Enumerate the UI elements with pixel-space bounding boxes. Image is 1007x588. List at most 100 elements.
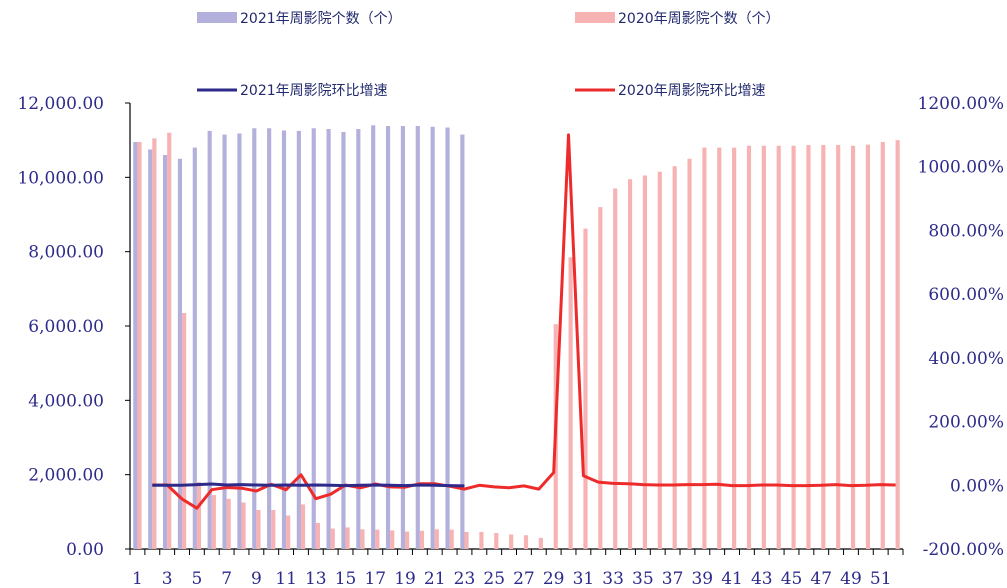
x-tick-label: 47	[810, 569, 832, 588]
x-tick-label: 3	[162, 569, 173, 588]
y-right-tick-label: 800.00%	[928, 221, 1004, 241]
bar-2020-cinemas	[330, 528, 335, 549]
bar-2020-cinemas	[464, 531, 469, 549]
bar-2021-cinemas	[415, 126, 420, 549]
bar-2021-cinemas	[311, 128, 316, 550]
x-tick-label: 33	[602, 569, 624, 588]
x-tick-label: 17	[364, 569, 386, 588]
x-tick-label: 23	[454, 569, 476, 588]
bar-2020-cinemas	[479, 531, 484, 549]
x-tick-label: 19	[394, 569, 416, 588]
bar-2020-cinemas	[865, 144, 870, 550]
y-right-tick-label: 0.00%	[950, 476, 1004, 496]
legend-item-2020-cinemas: 2020年周影院个数（个）	[575, 11, 780, 27]
y-left-tick-label: 4,000.00	[28, 391, 104, 411]
x-tick-label: 31	[573, 569, 595, 588]
x-tick-label: 27	[513, 569, 535, 588]
bar-2021-cinemas	[445, 127, 450, 549]
y-right-tick-label: 200.00%	[928, 413, 1004, 433]
bar-2020-cinemas	[583, 228, 588, 549]
x-tick-label: 41	[721, 569, 743, 588]
bar-2021-cinemas	[163, 155, 168, 550]
y-left-tick-label: 8,000.00	[28, 243, 104, 263]
y-left-tick-label: 2,000.00	[28, 466, 104, 486]
bar-2020-cinemas	[717, 147, 722, 549]
line-2020-growth	[152, 133, 896, 510]
bar-2020-cinemas	[642, 175, 648, 549]
x-tick-label: 39	[691, 569, 713, 588]
bar-2020-cinemas	[613, 188, 618, 549]
bar-2021-cinemas	[192, 147, 197, 549]
bar-2020-cinemas	[702, 147, 707, 549]
x-tick-label: 15	[335, 569, 357, 588]
plot-area: 0.00 2,000.00 4,000.00 6,000.00 8,000.00 10,0…	[17, 94, 1004, 588]
legend-swatch-2021-cinemas	[197, 12, 237, 23]
x-tick-label: 37	[662, 569, 684, 588]
bar-2021-cinemas	[177, 158, 183, 549]
bar-2020-cinemas	[509, 534, 514, 549]
bar-2020-cinemas	[568, 257, 573, 549]
bar-2021-cinemas	[252, 128, 257, 550]
bar-2021-cinemas	[207, 130, 212, 549]
bar-2020-cinemas	[196, 482, 202, 549]
bar-2020-cinemas	[627, 179, 633, 550]
bar-2020-cinemas	[598, 207, 603, 550]
bar-2021-cinemas	[400, 126, 406, 549]
bar-2020-cinemas	[256, 509, 261, 549]
bar-2020-cinemas	[271, 509, 276, 549]
bar-2020-cinemas	[345, 527, 350, 549]
legend-label-2020-growth: 2020年周影院环比增速	[618, 83, 766, 99]
x-tick-label: 21	[424, 569, 446, 588]
bar-2020-cinemas	[182, 312, 187, 549]
bar-2020-cinemas	[657, 171, 662, 549]
line-2021-growth	[152, 482, 465, 488]
y-left-tick-label: 12,000.00	[17, 94, 104, 114]
bar-2020-cinemas	[761, 145, 766, 549]
bar-2020-cinemas	[538, 537, 543, 549]
y-right-tick-label: 1000.00%	[918, 158, 1004, 178]
bar-2020-cinemas	[776, 145, 781, 549]
bar-2020-cinemas	[434, 529, 439, 549]
bar-2020-cinemas	[419, 530, 425, 549]
bar-2021-cinemas	[430, 126, 435, 549]
y-right-tick-label: 1200.00%	[918, 94, 1004, 114]
bar-2020-cinemas	[791, 145, 796, 549]
bar-2020-cinemas	[494, 533, 499, 549]
bar-2021-cinemas	[385, 126, 391, 549]
bar-2021-cinemas	[296, 130, 301, 549]
bar-2020-cinemas	[523, 535, 529, 549]
bar-2020-cinemas	[286, 515, 291, 549]
bar-2020-cinemas	[152, 138, 157, 549]
bar-2020-cinemas	[137, 142, 142, 549]
bar-2020-cinemas	[880, 142, 885, 549]
legend-label-2020-cinemas: 2020年周影院个数（个）	[618, 11, 780, 27]
y-right-tick-label: 400.00%	[928, 349, 1004, 369]
x-tick-label: 5	[191, 569, 202, 588]
bar-2021-cinemas	[267, 128, 272, 550]
bar-2020-cinemas	[390, 530, 395, 549]
bar-2020-cinemas	[360, 529, 365, 549]
bar-2020-cinemas	[375, 529, 380, 549]
x-tick-label: 35	[632, 569, 654, 588]
x-tick-label: 51	[870, 569, 892, 588]
bar-2021-cinemas	[460, 134, 465, 549]
bar-2021-cinemas	[356, 129, 361, 549]
x-tick-label: 45	[781, 569, 803, 588]
bar-2020-cinemas	[315, 522, 320, 549]
bar-2020-cinemas	[746, 145, 752, 549]
x-tick-label: 29	[543, 569, 565, 588]
x-tick-label: 1	[132, 569, 143, 588]
bar-2020-cinemas	[836, 144, 841, 549]
legend-item-2021-growth: 2021年周影院环比增速	[197, 83, 388, 99]
y-right-tick-label: 600.00%	[928, 285, 1004, 305]
legend-item-2020-growth: 2020年周影院环比增速	[575, 83, 766, 99]
bar-2021-cinemas	[133, 142, 138, 549]
bar-2020-cinemas	[806, 144, 811, 549]
x-tick-label: 43	[751, 569, 773, 588]
bar-2020-cinemas	[687, 158, 692, 549]
bar-2021-cinemas	[237, 133, 242, 549]
bar-2021-cinemas	[326, 129, 331, 549]
bar-2020-cinemas	[300, 504, 306, 549]
legend-label-2021-cinemas: 2021年周影院个数（个）	[240, 11, 402, 27]
